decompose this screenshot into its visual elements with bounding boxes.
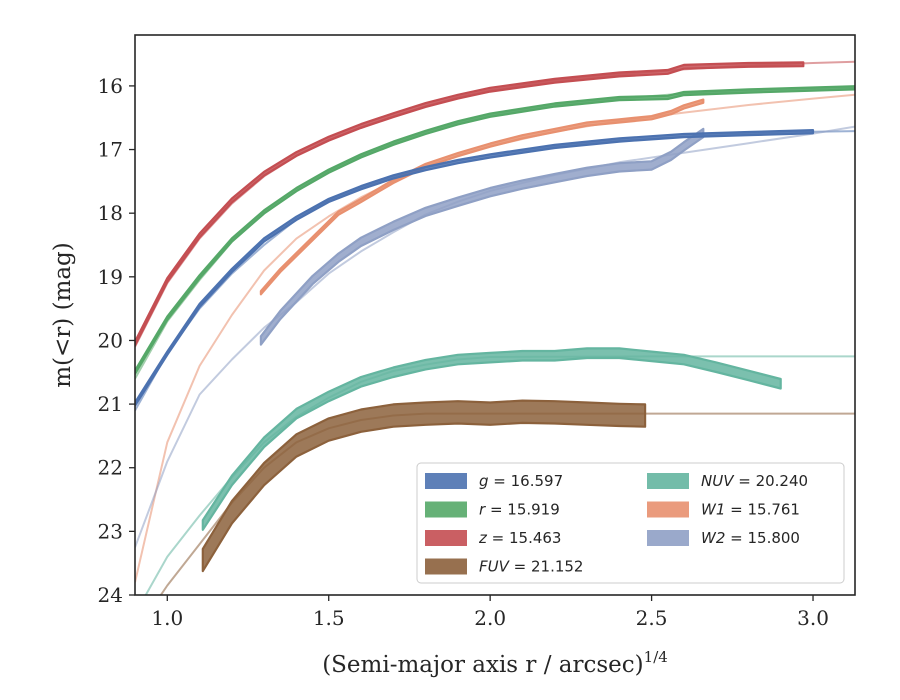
x-tick-label: 1.0 xyxy=(151,606,183,630)
axis-ticks: 1.0 1.5 2.0 2.5 3.0 16 17 18 19 20 21 22 23 24 xyxy=(98,74,829,630)
legend-label-z: z = 15.463 xyxy=(478,529,561,547)
x-axis-label-exponent: 1/4 xyxy=(644,648,668,666)
data-band-fuv xyxy=(201,399,647,573)
legend-swatch-w2 xyxy=(647,530,689,546)
x-tick-label: 2.5 xyxy=(636,606,668,630)
legend-swatch-fuv xyxy=(425,558,467,575)
y-tick-label: 17 xyxy=(98,138,123,162)
legend-label-g: g = 16.597 xyxy=(479,472,563,490)
x-tick-label: 1.5 xyxy=(313,606,345,630)
x-tick-label: 3.0 xyxy=(797,606,829,630)
y-tick-label: 16 xyxy=(98,74,123,98)
y-axis-label: m(<r) (mag) xyxy=(50,242,76,388)
plot-frame xyxy=(134,34,856,596)
x-tick-label: 2.0 xyxy=(474,606,506,630)
y-tick-label: 24 xyxy=(98,583,123,607)
legend-label-w2: W2 = 15.800 xyxy=(701,529,800,547)
data-band-r xyxy=(135,85,855,375)
legend-swatch-z xyxy=(425,530,467,546)
x-axis-label-text: (Semi-major axis r / arcsec) xyxy=(322,652,643,678)
legend-swatch-r xyxy=(425,501,467,518)
data-band-g xyxy=(135,129,815,407)
legend-label-fuv: FUV = 21.152 xyxy=(479,558,583,576)
legend-label-w1: W1 = 15.761 xyxy=(701,501,800,519)
y-tick-label: 18 xyxy=(98,201,123,225)
y-tick-label: 19 xyxy=(98,265,123,289)
legend-swatch-w1 xyxy=(647,501,689,518)
x-axis-label: (Semi-major axis r / arcsec)1/4 xyxy=(322,648,668,678)
legend: g = 16.597 r = 15.919 z = 15.463 FUV = 21.1… xyxy=(416,462,845,584)
y-tick-label: 20 xyxy=(98,328,123,352)
legend-swatch-g xyxy=(425,473,467,489)
plot-area xyxy=(135,60,855,595)
legend-swatch-nuv xyxy=(647,473,689,489)
legend-box xyxy=(416,462,845,584)
y-tick-label: 22 xyxy=(98,456,123,480)
legend-label-r: r = 15.919 xyxy=(479,501,560,519)
y-tick-label: 21 xyxy=(98,392,123,416)
data-band-z xyxy=(135,61,805,347)
data-band-nuv xyxy=(201,347,782,531)
y-tick-label: 23 xyxy=(98,519,123,543)
legend-label-nuv: NUV = 20.240 xyxy=(701,472,808,490)
